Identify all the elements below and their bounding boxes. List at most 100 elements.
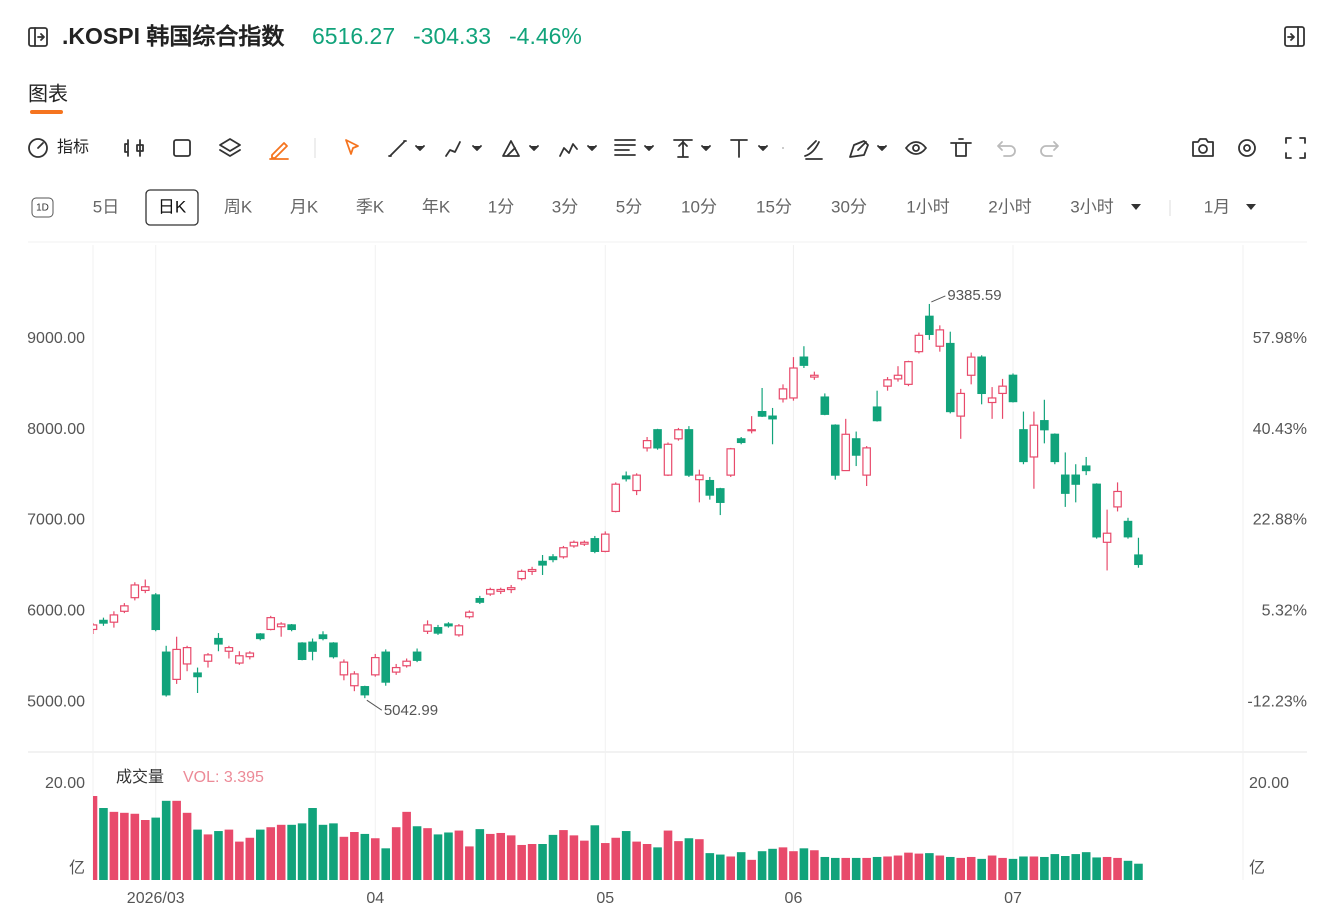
volume-bar — [93, 796, 98, 880]
candle-body — [1008, 374, 1018, 403]
candle-body — [339, 661, 349, 676]
volume-bar — [945, 856, 955, 880]
candle-body — [93, 624, 98, 631]
candle-body — [747, 429, 756, 432]
volume-bar — [883, 856, 892, 880]
candle-body — [674, 429, 683, 440]
x-tick-label: 06 — [785, 890, 803, 907]
candle-body — [172, 648, 181, 680]
interval[interactable]: 季K — [356, 197, 385, 216]
volume-bar — [1060, 856, 1070, 880]
indicator-icon[interactable] — [28, 138, 48, 158]
collapse-icon[interactable] — [28, 27, 48, 47]
volume-bar — [161, 800, 171, 880]
volume-bar — [276, 824, 286, 880]
volume-bar — [841, 857, 851, 880]
candle-body — [621, 475, 631, 480]
candle-body — [193, 672, 202, 678]
interval[interactable]: 10分 — [681, 197, 717, 216]
interval-icon-box[interactable] — [31, 197, 54, 218]
candle-body — [1029, 424, 1039, 458]
candle-body — [925, 315, 934, 336]
volume-tick-label: 20.00 — [45, 775, 85, 792]
max-label: 9385.59 — [947, 287, 1001, 304]
interval-icon[interactable]: 1D — [36, 203, 49, 214]
interval[interactable]: 30分 — [831, 197, 867, 216]
interval[interactable]: 日K — [158, 197, 187, 216]
candle-body — [998, 385, 1007, 395]
volume-tick-label: 20.00 — [1249, 775, 1289, 792]
interval[interactable]: 周K — [224, 197, 253, 216]
candle-body — [370, 656, 380, 676]
candle-body — [381, 651, 391, 683]
volume-bar — [789, 851, 798, 880]
volume-bar — [172, 800, 181, 880]
y-tick-label: 5000.00 — [27, 693, 85, 710]
candle-body — [517, 570, 526, 580]
candle-body — [140, 586, 150, 592]
interval-selected-box — [145, 189, 199, 226]
volume-bar — [308, 808, 317, 880]
volume-bar — [580, 840, 589, 880]
volume-bar — [120, 812, 129, 880]
candle-body — [768, 415, 777, 420]
volume-bar — [1102, 856, 1112, 880]
interval[interactable]: 5分 — [616, 197, 642, 216]
candle-body — [904, 361, 913, 385]
candle-body — [987, 397, 997, 404]
volume-bar — [872, 856, 882, 880]
interval[interactable]: 1分 — [488, 197, 514, 216]
candle-body — [789, 367, 798, 399]
volume-bar — [778, 847, 788, 880]
interval[interactable]: 3小时 — [1070, 197, 1113, 216]
tab[interactable]: 图表 — [28, 82, 68, 105]
expand-icon[interactable] — [1284, 26, 1305, 47]
volume-bar — [747, 859, 756, 880]
candle-body — [580, 541, 589, 545]
volume-bar — [799, 848, 809, 880]
candle-body — [736, 438, 746, 444]
candle-body — [1092, 483, 1101, 538]
interval[interactable]: 1小时 — [906, 197, 949, 216]
volume-bar — [851, 857, 861, 880]
x-tick-label: 07 — [1004, 890, 1022, 907]
interval[interactable]: 5日 — [93, 197, 119, 216]
candle-body — [862, 447, 871, 476]
candle-body — [454, 625, 464, 636]
volume-bar — [956, 857, 966, 880]
candle-body — [538, 560, 547, 566]
candle-body — [99, 619, 108, 624]
volume-bar — [287, 824, 296, 880]
candle-body — [893, 374, 903, 380]
candle-body — [715, 488, 725, 503]
volume-bar — [862, 857, 871, 880]
candle-body — [820, 396, 830, 415]
interval[interactable]: 1月 — [1204, 197, 1230, 216]
volume-bar — [715, 854, 725, 880]
volume-bar — [1134, 863, 1143, 880]
dropdown-arrow — [1246, 204, 1256, 210]
candle-body — [475, 597, 485, 603]
min-label: 5042.99 — [384, 702, 438, 719]
volume-label: VOL: 3.395 — [183, 769, 264, 786]
volume-bar — [1040, 856, 1049, 880]
candle-body — [945, 342, 955, 413]
candle-body — [872, 406, 882, 422]
interval[interactable]: 15分 — [756, 197, 792, 216]
y-tick-label: 7000.00 — [27, 512, 85, 529]
volume-bar — [600, 843, 610, 880]
volume-bar — [632, 841, 641, 880]
indicator[interactable]: 指标 — [57, 138, 89, 156]
candle-body — [966, 356, 976, 376]
candle-body — [120, 605, 129, 612]
x-tick-label: 2026/03 — [127, 890, 185, 907]
interval[interactable]: 2小时 — [988, 197, 1031, 216]
candle-body — [1102, 532, 1112, 543]
toolbar-icons[interactable] — [124, 137, 1306, 160]
interval[interactable]: 月K — [290, 197, 319, 216]
volume-bar — [318, 824, 328, 880]
volume-bar — [893, 855, 903, 880]
interval[interactable]: 3分 — [552, 197, 578, 216]
interval[interactable]: 年K — [422, 197, 451, 216]
volume-bar — [485, 833, 495, 880]
